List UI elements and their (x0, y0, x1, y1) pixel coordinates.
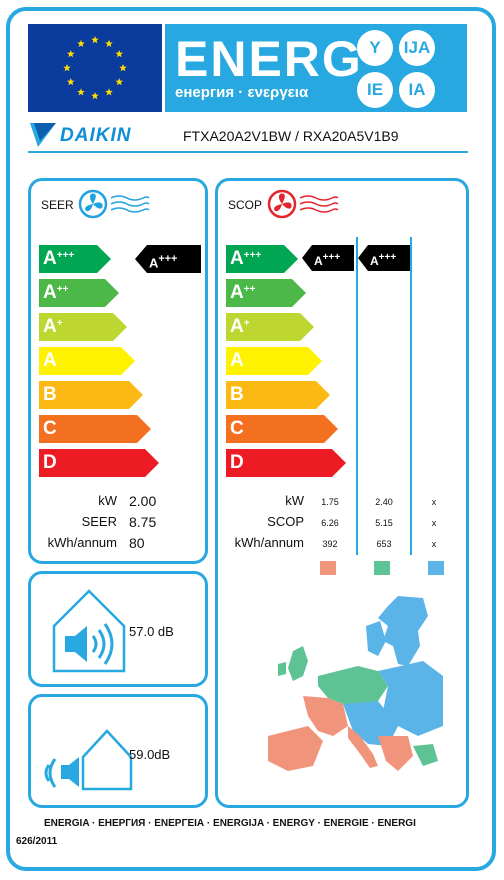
lang-badge-ie: IE (357, 72, 393, 108)
scop-class-arrow: C (226, 415, 338, 443)
scop-row-value: 392 (322, 539, 338, 549)
eu-flag (28, 24, 162, 112)
eu-star (77, 88, 85, 96)
scop-panel: SCOP A+++ A++ A+ A B C D A+++ A+++ kW 1.75 2.40 x S… (215, 178, 469, 808)
seer-class-arrow: A+ (39, 313, 127, 341)
indoor-noise-panel: 57.0 dB (28, 571, 208, 687)
eu-star (91, 92, 99, 100)
scop-row-value: 653 (376, 539, 392, 549)
footer-languages: ENERGIA · ЕНЕРГИЯ · ΕΝΕΡΓΕΙΑ · ENERGIJA … (44, 818, 416, 829)
seer-class-label: B (43, 384, 57, 405)
seer-class-arrow: A+++ (39, 245, 111, 273)
scop-class-arrow: A+++ (226, 245, 298, 273)
outdoor-unit-noise-icon (44, 729, 133, 791)
scop-row-value: x (431, 539, 437, 549)
column-divider (356, 237, 358, 555)
brand-logo-text: DAIKIN (60, 125, 132, 146)
eu-star (105, 88, 113, 96)
energy-header: ENERG енергия · ενεργεια Y IJA IE IA (165, 24, 467, 112)
eu-star (63, 64, 71, 72)
seer-row-label: SEER (81, 514, 117, 529)
lang-badge-ija: IJA (399, 30, 435, 66)
scop-class-label: A+ (230, 316, 250, 337)
climate-zone-swatch (428, 561, 444, 575)
model-number: FTXA20A2V1BW / RXA20A5V1B9 (183, 128, 399, 144)
regulation-number: 626/2011 (16, 836, 58, 847)
eu-star (66, 78, 75, 86)
seer-class-arrow: A++ (39, 279, 119, 307)
energ-title: ENERG (175, 31, 363, 87)
energ-subtitle: енергия · ενεργεια (175, 84, 309, 101)
scop-class-arrow: B (226, 381, 330, 409)
eu-star (66, 50, 75, 58)
scop-row-value: x (431, 518, 437, 528)
seer-title: SEER (41, 198, 74, 212)
outdoor-noise-panel: 59.0dB (28, 694, 208, 808)
heating-fan-icon (267, 189, 339, 219)
lang-badge-y: Y (357, 30, 393, 66)
scop-class-arrow: D (226, 449, 346, 477)
scop-class-label: A++ (230, 282, 256, 303)
eu-star (91, 36, 99, 44)
seer-row-value: 80 (129, 535, 145, 551)
scop-rating-badge: A+++ (358, 245, 410, 271)
seer-class-label: D (43, 452, 57, 473)
eu-star (115, 50, 124, 58)
indoor-noise-value: 57.0 dB (129, 624, 174, 639)
scop-class-label: A (230, 350, 244, 371)
seer-row-value: 8.75 (129, 514, 157, 530)
seer-class-arrow: C (39, 415, 151, 443)
outdoor-noise-value: 59.0dB (129, 747, 171, 762)
scop-class-label: B (230, 384, 244, 405)
scop-row-value: x (431, 497, 437, 507)
seer-class-label: A (43, 350, 57, 371)
daikin-logo-icon (30, 123, 56, 147)
scop-class-arrow: A (226, 347, 322, 375)
seer-row-label: kWh/annum (47, 535, 117, 550)
europe-climate-map (268, 596, 443, 771)
climate-zone-swatch (320, 561, 336, 575)
seer-class-arrow: B (39, 381, 143, 409)
scop-class-label: C (230, 418, 244, 439)
cooling-fan-icon (78, 189, 150, 219)
scop-row-label: kWh/annum (234, 535, 304, 550)
scop-rating-text: A+++ (314, 252, 341, 268)
scop-row-value: 5.15 (375, 518, 393, 528)
scop-title: SCOP (228, 198, 263, 212)
climate-zone-swatch (374, 561, 390, 575)
seer-class-label: A++ (43, 282, 69, 303)
seer-class-arrow: A (39, 347, 135, 375)
scop-rating-text: A+++ (370, 252, 397, 268)
seer-class-label: A+++ (43, 248, 75, 269)
scop-row-value: 1.75 (321, 497, 339, 507)
seer-row-value: 2.00 (129, 493, 157, 509)
seer-rating-text: A+++ (149, 253, 178, 271)
brand-row: DAIKIN FTXA20A2V1BW / RXA20A5V1B9 (28, 117, 468, 153)
scop-row-label: kW (285, 493, 304, 508)
seer-class-label: C (43, 418, 57, 439)
eu-star (115, 78, 124, 86)
scop-class-arrow: A+ (226, 313, 314, 341)
eu-star (119, 64, 127, 72)
scop-class-arrow: A++ (226, 279, 306, 307)
indoor-unit-noise-icon (52, 589, 126, 673)
seer-class-label: A+ (43, 316, 63, 337)
eu-star (77, 39, 85, 47)
eu-star (105, 39, 113, 47)
seer-panel: SEER A+++ A++ A+ A B C D A+++ kW 2.00 SEER 8.75 kW… (28, 178, 208, 564)
scop-class-label: D (230, 452, 244, 473)
scop-row-value: 6.26 (321, 518, 339, 528)
scop-class-label: A+++ (230, 248, 262, 269)
eu-stars-icon (63, 36, 127, 100)
seer-rating-badge: A+++ (135, 245, 201, 273)
seer-row-label: kW (98, 493, 117, 508)
scop-row-label: SCOP (267, 514, 304, 529)
column-divider (410, 237, 412, 555)
scop-row-value: 2.40 (375, 497, 393, 507)
scop-rating-badge: A+++ (302, 245, 354, 271)
seer-class-arrow: D (39, 449, 159, 477)
lang-badge-ia: IA (399, 72, 435, 108)
